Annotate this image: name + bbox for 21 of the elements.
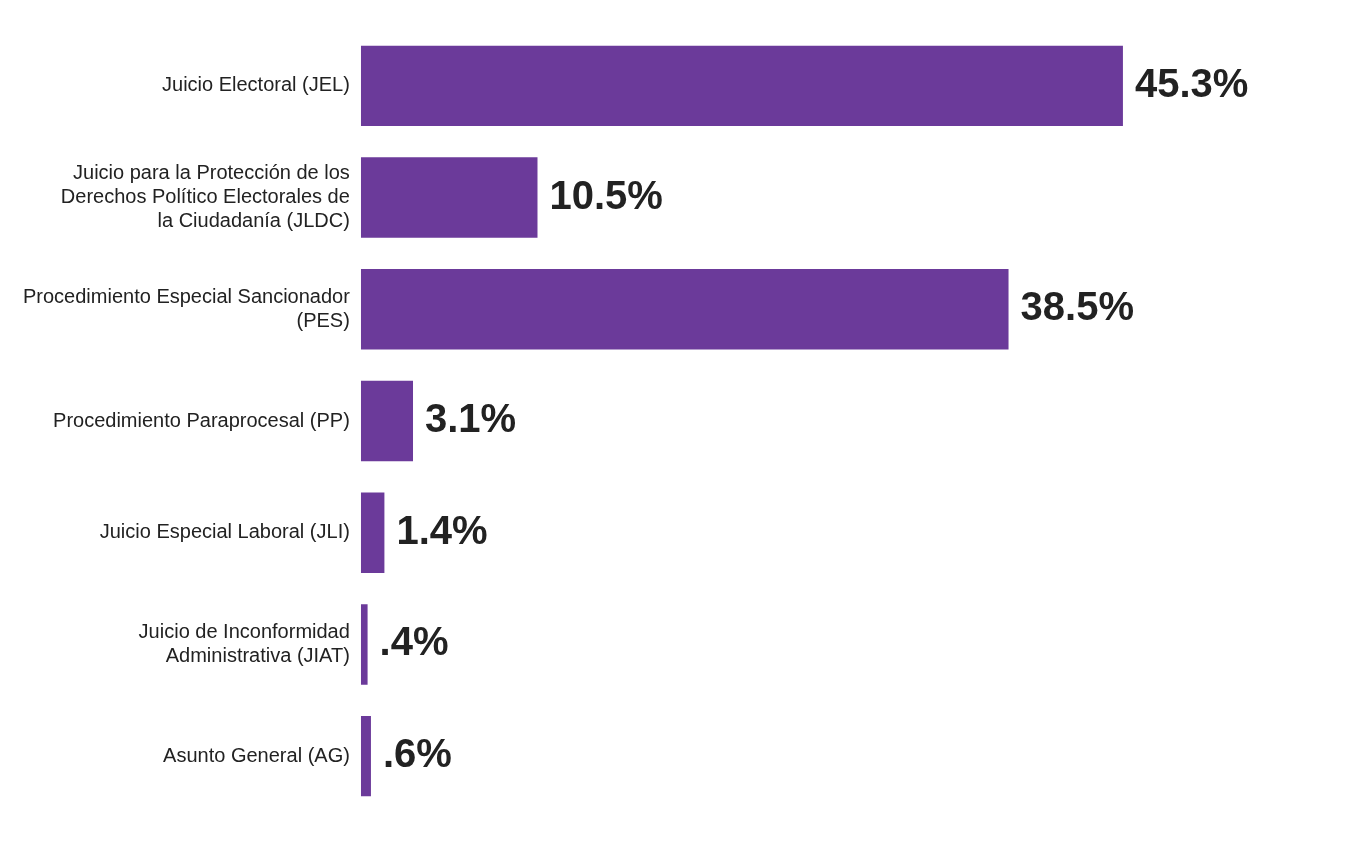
y-tick-label: Asunto General (AG) [163,743,350,766]
data-label: .6% [382,731,452,776]
y-tick-label: Procedimiento Paraprocesal (PP) [53,408,350,431]
y-tick-label: Juicio Electoral (JEL) [162,73,350,96]
bar [360,157,538,238]
data-label: 10.5% [549,172,663,217]
y-tick-label: Juicio Especial Laboral (JLI) [99,520,350,543]
y-tick-label: Juicio de Inconformidad Administrativa (JIAT) [138,619,350,666]
data-label: .4% [379,619,449,664]
data-label: 38.5% [1020,284,1134,329]
bar [360,715,371,797]
bar [360,492,385,573]
data-label: 45.3% [1134,60,1249,105]
bar [360,604,368,685]
y-tick-label: Procedimiento Especial Sancionador (PES) [23,284,351,331]
y-tick-label: Juicio para la Protección de los Derechos Político Electorales de la Ciudadanía (JLDC) [60,161,350,232]
bar [360,269,1009,350]
data-label: 1.4% [396,507,488,552]
bar [360,380,414,462]
bar [360,45,1123,127]
data-label: 3.1% [425,396,517,441]
